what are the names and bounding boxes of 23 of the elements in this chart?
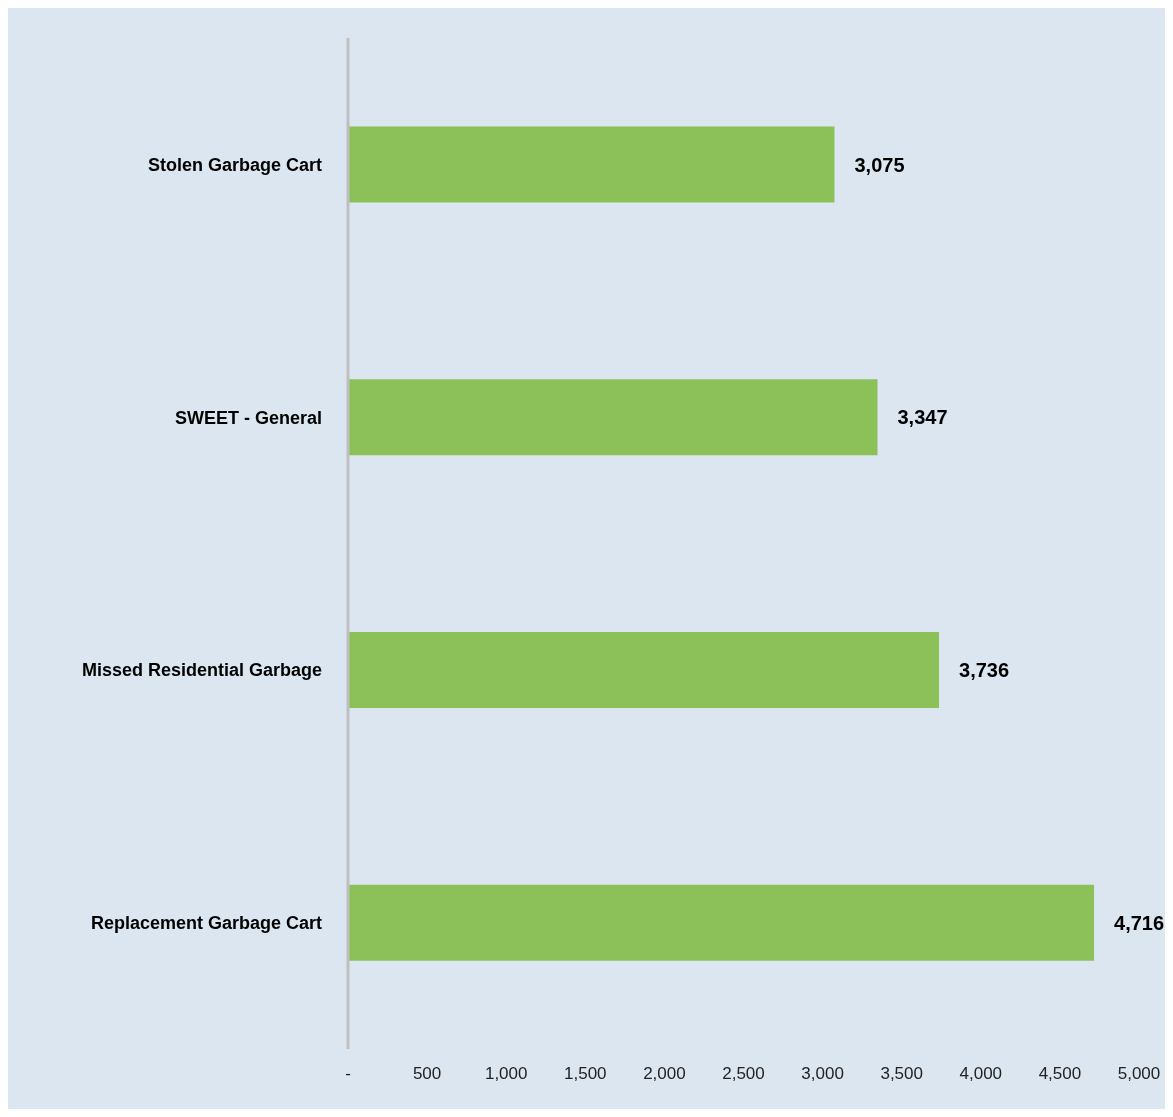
x-tick-label: 2,000 [643,1064,686,1084]
x-tick-label: 3,000 [801,1064,844,1084]
data-label: 4,716 [1114,911,1165,934]
y-tick-label: Stolen Garbage Cart [147,154,322,175]
x-tick-label: 5,000 [1117,1064,1161,1084]
x-tick-label: 2,500 [722,1064,765,1084]
y-tick-label: Missed Residential Garbage [81,660,322,681]
data-label: 3,347 [897,406,948,429]
y-tick-label: SWEET - General [174,407,322,428]
x-tick-label: 500 [412,1064,442,1084]
bar [348,126,835,203]
x-tick-label: 1,500 [564,1064,607,1084]
data-label: 3,075 [854,153,905,176]
bar [348,631,940,708]
x-tick-label: - [345,1064,351,1084]
x-tick-label: 1,000 [484,1064,528,1084]
x-tick-label: 4,000 [959,1064,1003,1084]
y-tick-label: Replacement Garbage Cart [90,913,322,934]
bar [348,379,878,456]
data-label: 3,736 [959,659,1010,682]
x-tick-label: 3,500 [880,1064,923,1084]
bar [348,884,1095,961]
x-tick-label: 4,500 [1038,1064,1082,1084]
